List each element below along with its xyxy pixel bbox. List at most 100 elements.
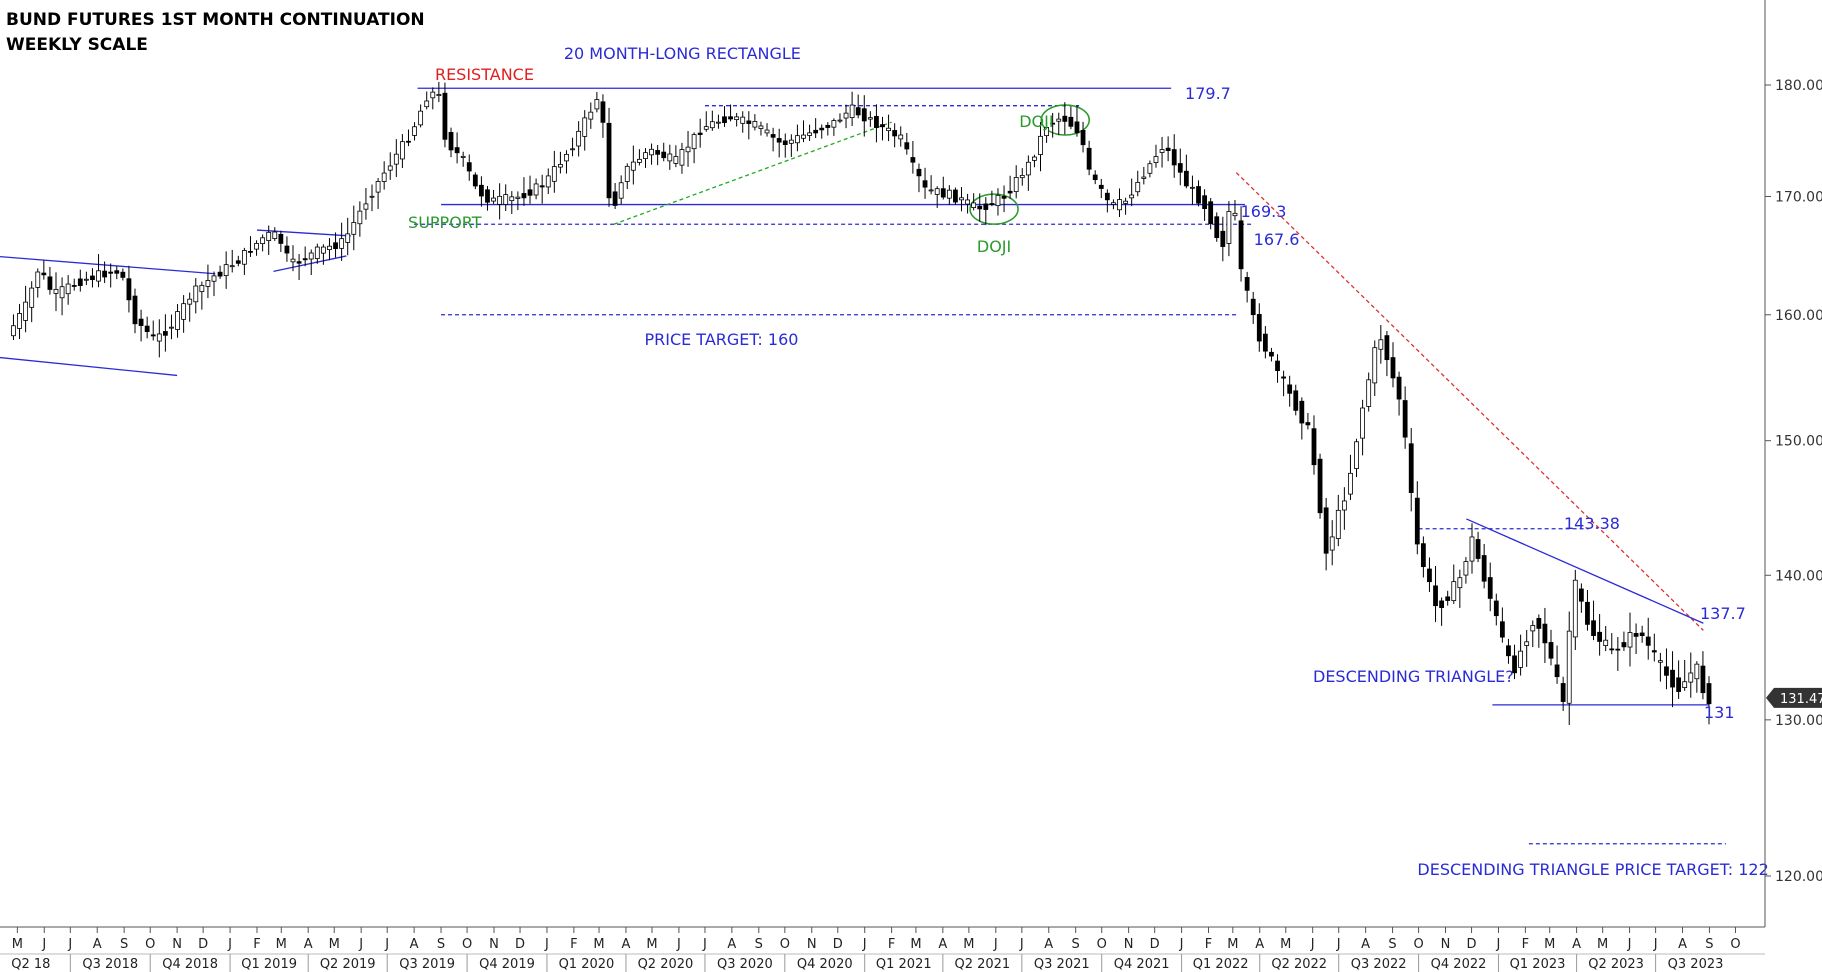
x-month-label: A [938, 937, 947, 952]
candle-body [1427, 568, 1432, 583]
candle-body [1153, 156, 1159, 163]
x-month-label: J [67, 937, 72, 952]
price-candles [11, 81, 1712, 726]
candle-body [1092, 174, 1098, 181]
candle-body [418, 110, 424, 126]
x-month-label: A [1361, 937, 1370, 952]
x-quarter-label: Q2 18 [11, 957, 50, 972]
candle-body [910, 157, 916, 163]
level-131-label: 131 [1704, 703, 1735, 722]
x-month-label: J [676, 937, 681, 952]
candle-body [722, 116, 727, 124]
candle-body [1256, 314, 1262, 342]
candle-body [861, 108, 867, 122]
candle-body [1621, 642, 1627, 648]
candle-body [782, 140, 788, 145]
candle-body [1499, 621, 1505, 638]
x-month-label: A [1572, 937, 1581, 952]
candle-body [770, 134, 776, 138]
candle-body [90, 275, 95, 281]
candle-body [399, 141, 405, 160]
x-month-label: S [1388, 937, 1396, 952]
candle-body [655, 150, 661, 155]
x-quarter-label: Q1 2020 [559, 957, 615, 972]
x-month-label: J [1310, 937, 1315, 952]
candle-body [637, 158, 642, 163]
candle-body [466, 162, 472, 172]
x-month-label: F [570, 937, 577, 952]
x-quarter-label: Q2 2021 [954, 957, 1010, 972]
candle-body [795, 135, 800, 144]
x-month-label: S [1705, 937, 1713, 952]
candle-body [594, 99, 600, 110]
candle-body [47, 276, 53, 290]
candle-body [1597, 631, 1603, 642]
candle-body [1123, 200, 1128, 204]
candle-body [1560, 683, 1566, 702]
x-quarter-label: Q2 2022 [1271, 957, 1327, 972]
candle-body [1165, 147, 1171, 151]
x-month-label: M [1227, 937, 1238, 952]
candle-body [491, 197, 496, 202]
candle-body [339, 238, 345, 249]
candle-body [1220, 230, 1226, 247]
candle-body [1007, 190, 1013, 194]
candle-body [1518, 650, 1524, 668]
candle-body [472, 174, 478, 187]
x-month-label: J [358, 937, 363, 952]
candle-body [308, 252, 314, 260]
candle-body [363, 203, 369, 210]
candle-body [734, 116, 740, 121]
candle-body [393, 153, 399, 165]
candle-body [503, 194, 509, 205]
candle-body [1378, 339, 1384, 350]
candle-body [1688, 672, 1694, 683]
candle-body [229, 265, 235, 268]
candle-body [1098, 184, 1104, 189]
candle-body [752, 121, 758, 128]
candle-body [1202, 195, 1207, 209]
candle-body [880, 124, 885, 128]
candle-body [904, 142, 910, 150]
candle-body [989, 203, 995, 205]
candle-body [1506, 645, 1511, 657]
candle-body [1183, 170, 1189, 187]
candle-body [114, 270, 120, 274]
candle-body [448, 132, 454, 151]
x-month-label: F [1522, 937, 1529, 952]
x-month-label: J [862, 937, 867, 952]
candle-body [630, 161, 636, 171]
candle-body [1627, 632, 1633, 648]
candle-body [855, 107, 861, 116]
x-month-label: A [1044, 937, 1053, 952]
x-month-label: M [963, 937, 974, 952]
candle-body [1293, 390, 1299, 411]
candle-body [1682, 681, 1688, 689]
candle-body [1481, 555, 1487, 582]
candle-body [831, 120, 837, 128]
x-month-label: N [1441, 937, 1451, 952]
x-quarter-label: Q4 2018 [162, 957, 218, 972]
level-169-3-label: 169.3 [1241, 202, 1287, 221]
candle-body [1554, 664, 1560, 678]
candle-body [1104, 192, 1110, 201]
candle-body [96, 270, 101, 282]
candle-body [387, 165, 393, 171]
candle-body [266, 231, 272, 241]
candle-body [1566, 630, 1572, 704]
candle-body [1487, 577, 1493, 599]
triangle-target-label: DESCENDING TRIANGLE PRICE TARGET: 122 [1417, 860, 1768, 879]
candle-body [600, 101, 606, 123]
candle-body [351, 222, 357, 235]
candle-body [1135, 182, 1141, 193]
x-quarter-label: Q2 2023 [1588, 957, 1644, 972]
candle-body [746, 120, 752, 124]
candle-body [983, 203, 989, 210]
candle-body [1159, 149, 1165, 153]
x-quarter-label: Q3 2018 [82, 957, 138, 972]
candle-body [187, 298, 193, 305]
candle-body [1664, 666, 1669, 676]
candle-body [436, 94, 442, 96]
candle-body [1372, 347, 1378, 384]
